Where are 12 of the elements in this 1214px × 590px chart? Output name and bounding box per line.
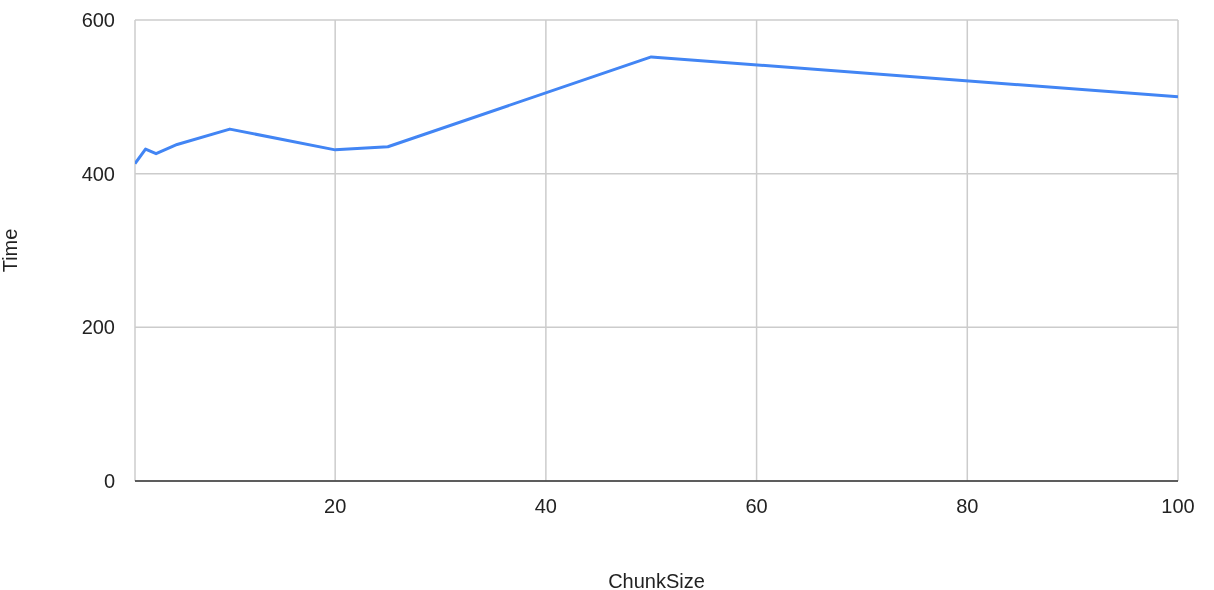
y-axis-title: Time <box>0 228 22 273</box>
y-tick-label: 600 <box>81 9 115 32</box>
x-tick-label: 40 <box>534 495 557 518</box>
y-tick-label: 0 <box>103 470 115 493</box>
x-tick-label: 60 <box>745 495 768 518</box>
line-series <box>135 55 1178 166</box>
x-tick-label: 80 <box>956 495 979 518</box>
y-tick-label: 400 <box>81 162 115 185</box>
y-tick-label: 200 <box>81 316 115 339</box>
x-tick-label: 20 <box>324 495 347 518</box>
x-axis-title: ChunkSize <box>608 570 705 590</box>
x-tick-label: 100 <box>1161 495 1195 518</box>
